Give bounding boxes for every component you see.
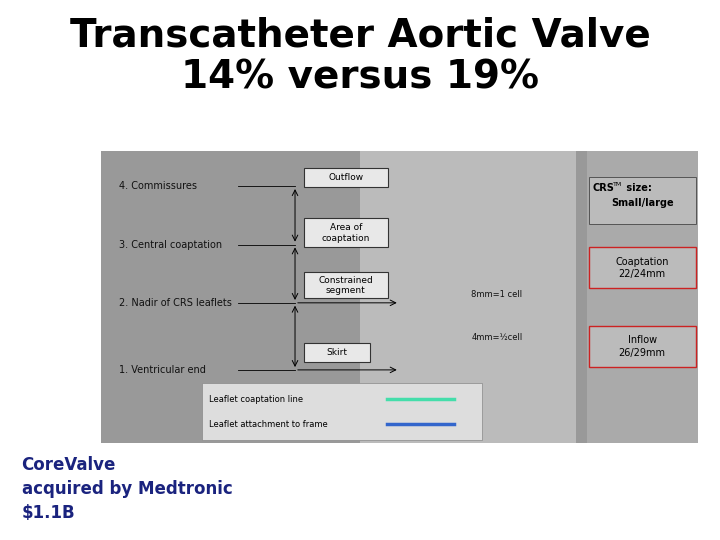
- Text: 8mm=1 cell: 8mm=1 cell: [472, 289, 523, 299]
- Text: Small/large: Small/large: [611, 198, 673, 208]
- Bar: [202, 383, 482, 440]
- Bar: [304, 343, 370, 362]
- Text: 4mm=½cell: 4mm=½cell: [472, 333, 523, 342]
- Bar: [589, 247, 696, 288]
- Text: Coaptation: Coaptation: [616, 256, 669, 267]
- Text: Skirt: Skirt: [326, 348, 347, 357]
- Bar: [589, 178, 696, 224]
- Text: Area of
coaptation: Area of coaptation: [322, 223, 370, 242]
- Text: Outflow: Outflow: [328, 173, 364, 182]
- Bar: [360, 151, 576, 443]
- Bar: [587, 151, 698, 443]
- Text: Inflow: Inflow: [628, 335, 657, 346]
- Text: 26/29mm: 26/29mm: [618, 348, 666, 357]
- Bar: [101, 151, 698, 443]
- Bar: [304, 218, 387, 247]
- Text: 1. Ventricular end: 1. Ventricular end: [119, 365, 206, 375]
- Text: CRS: CRS: [593, 183, 614, 193]
- Text: CoreValve
acquired by Medtronic
$1.1B: CoreValve acquired by Medtronic $1.1B: [22, 456, 233, 522]
- Bar: [304, 272, 387, 299]
- Text: Constrained
segment: Constrained segment: [318, 275, 373, 295]
- Text: 4. Commissures: 4. Commissures: [119, 181, 197, 191]
- Text: 2. Nadir of CRS leaflets: 2. Nadir of CRS leaflets: [119, 298, 232, 308]
- Text: Transcatheter Aortic Valve
14% versus 19%: Transcatheter Aortic Valve 14% versus 19…: [70, 16, 650, 97]
- Text: Leaflet attachment to frame: Leaflet attachment to frame: [209, 420, 328, 429]
- Text: Leaflet coaptation line: Leaflet coaptation line: [209, 395, 303, 404]
- Text: TM: TM: [613, 182, 622, 187]
- Bar: [304, 168, 387, 187]
- Text: 3. Central coaptation: 3. Central coaptation: [119, 240, 222, 249]
- Bar: [589, 326, 696, 367]
- Text: size:: size:: [623, 183, 652, 193]
- Text: 22/24mm: 22/24mm: [618, 269, 666, 279]
